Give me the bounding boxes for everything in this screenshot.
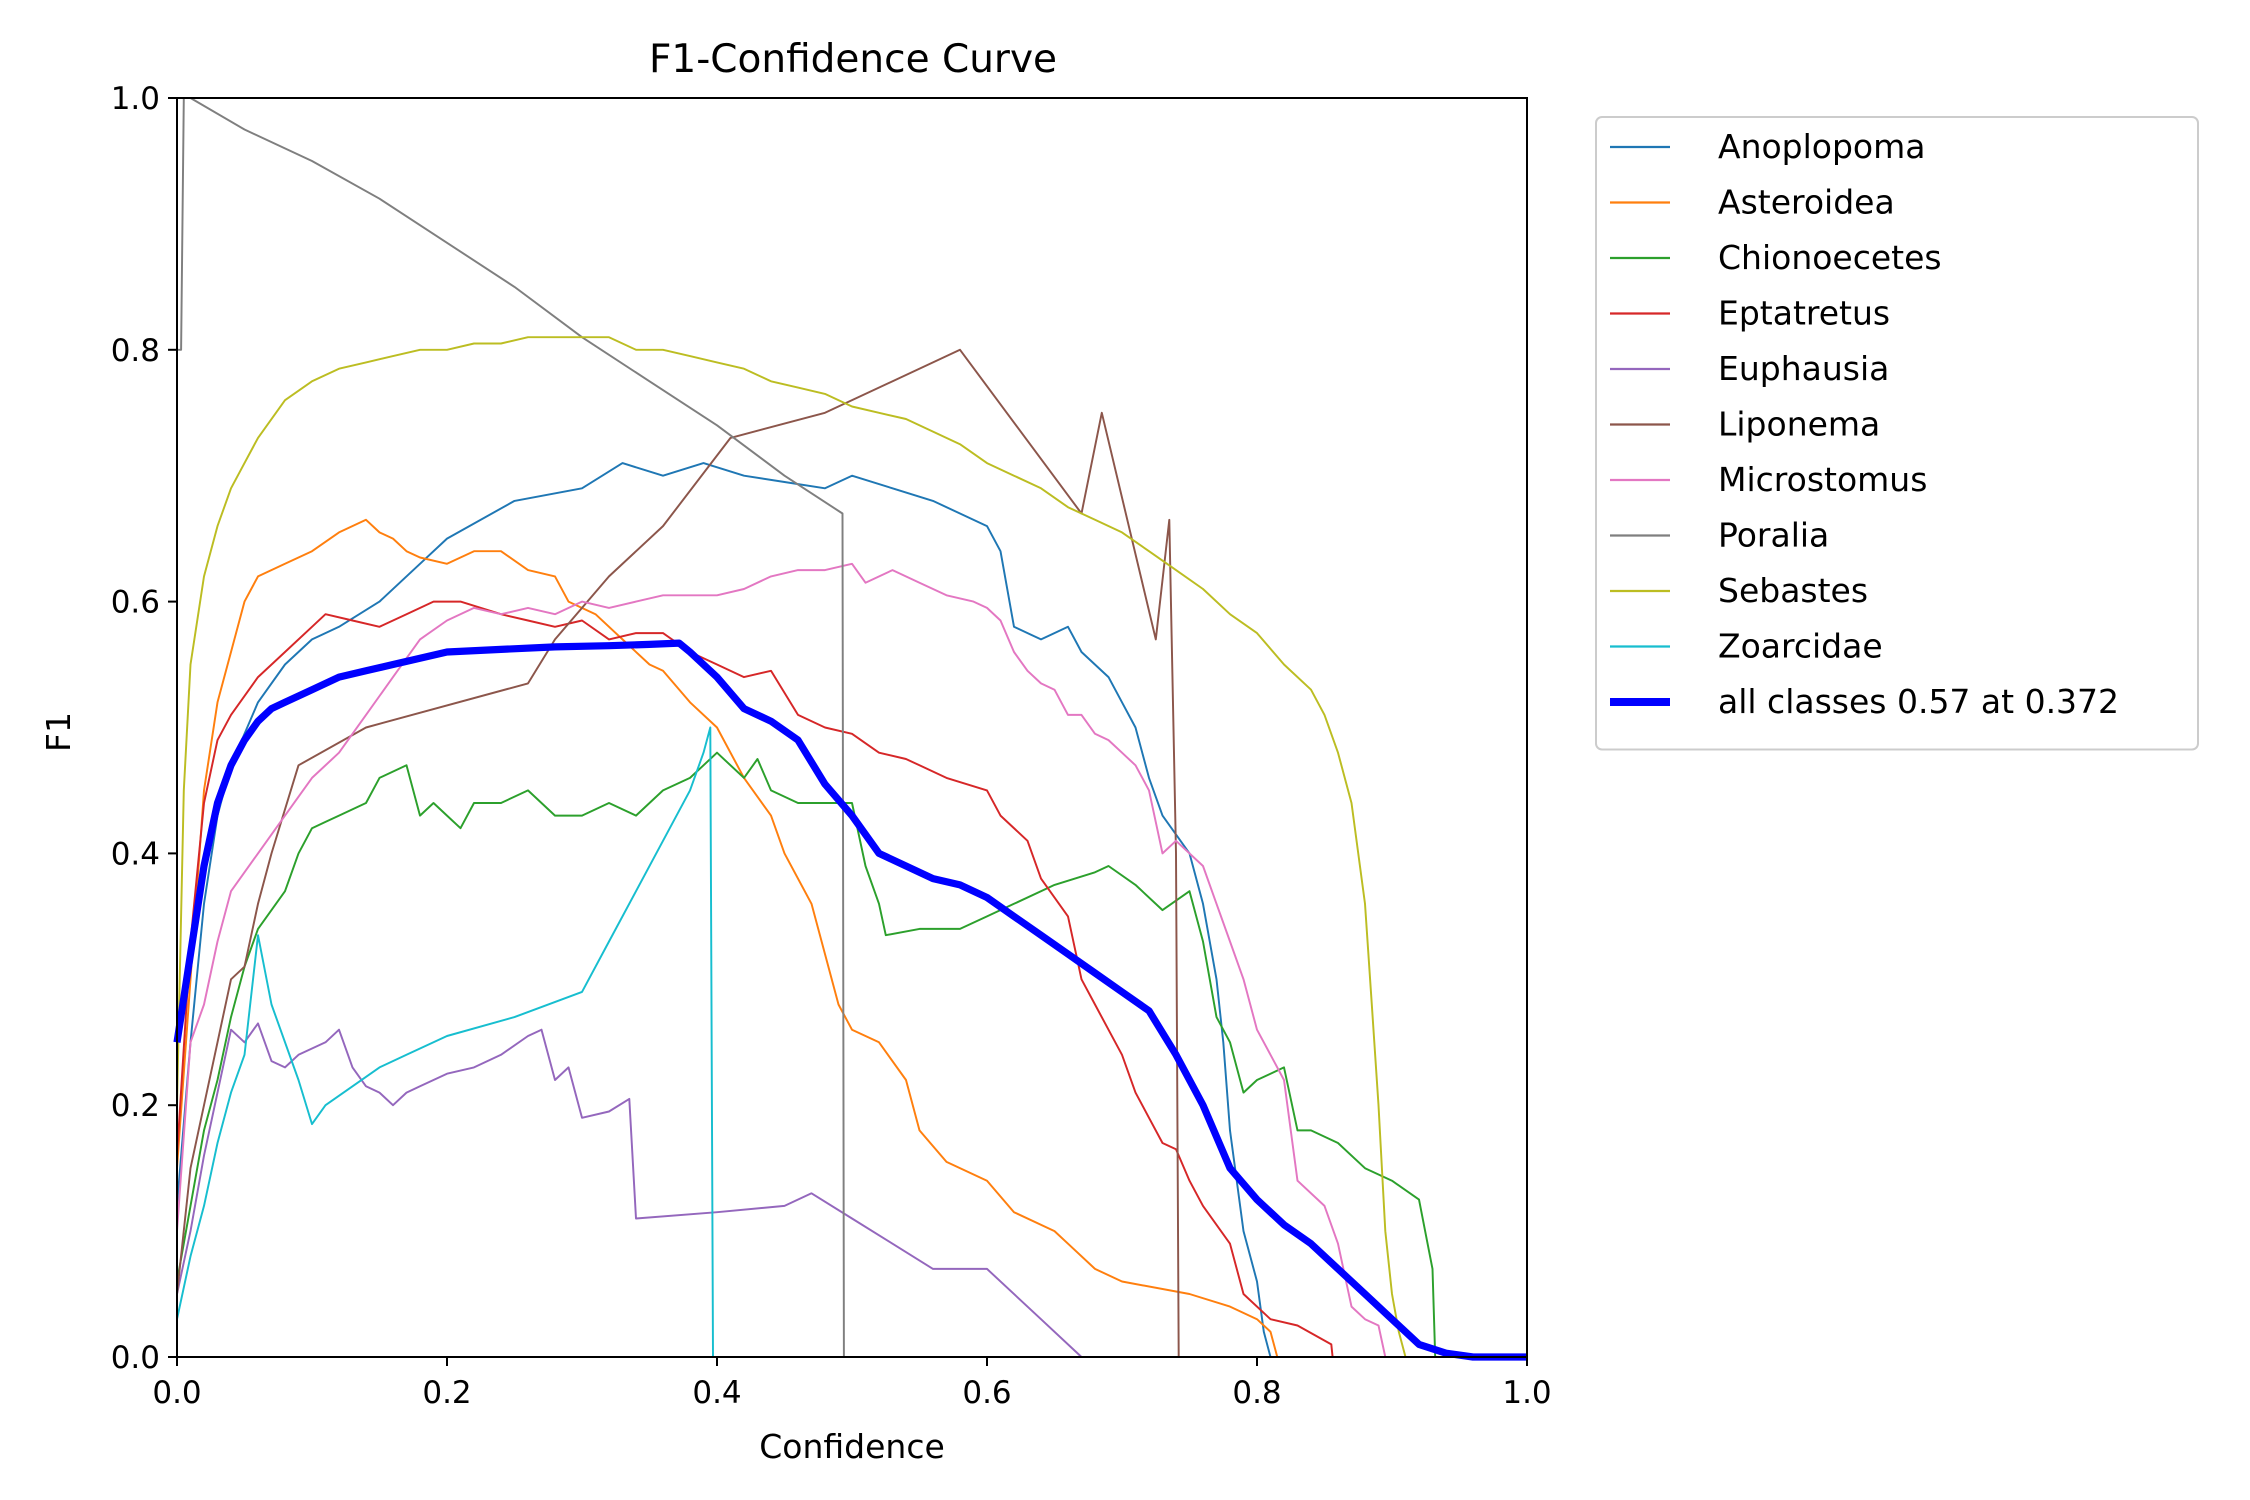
legend-box — [1595, 116, 2199, 751]
legend-label: Chionoecetes — [1718, 238, 1942, 277]
legend-label: Eptatretus — [1718, 294, 1890, 333]
plot-frame — [176, 97, 1528, 1358]
series-line-8 — [176, 336, 1527, 1358]
series-line-4 — [176, 1022, 1527, 1358]
x-tick-label: 0.0 — [152, 1375, 201, 1411]
x-tick-label: 0.8 — [1232, 1375, 1281, 1411]
series-line-10 — [173, 639, 1527, 1361]
y-tick-label: 1.0 — [111, 81, 160, 117]
x-axis-ticks: 0.0 0.2 0.4 0.6 0.8 1.0 — [152, 1357, 1552, 1411]
x-axis-label: Confidence — [759, 1427, 945, 1466]
x-tick-label: 0.6 — [962, 1375, 1011, 1411]
series-line-0 — [176, 462, 1527, 1358]
y-tick-label: 0.4 — [111, 836, 160, 872]
legend-label: Sebastes — [1718, 571, 1868, 610]
legend-label: Poralia — [1718, 516, 1829, 555]
series-line-9 — [176, 726, 1527, 1358]
legend-label: Anoplopoma — [1718, 127, 1926, 166]
legend-label: Microstomus — [1718, 460, 1927, 499]
legend-label: Euphausia — [1718, 349, 1889, 388]
x-tick-label: 0.2 — [422, 1375, 471, 1411]
y-axis-label: F1 — [39, 712, 78, 752]
y-axis-ticks: 0.0 0.2 0.4 0.6 0.8 1.0 — [111, 81, 177, 1376]
x-tick-label: 1.0 — [1502, 1375, 1551, 1411]
legend-label: Zoarcidae — [1718, 627, 1883, 666]
chart-title: F1-Confidence Curve — [649, 37, 1057, 82]
legend-label: all classes 0.57 at 0.372 — [1718, 682, 2119, 721]
series-line-2 — [176, 751, 1527, 1358]
x-tick-label: 0.4 — [692, 1375, 741, 1411]
y-tick-label: 0.0 — [111, 1340, 160, 1376]
series-line-1 — [176, 518, 1527, 1358]
legend-label: Liponema — [1718, 405, 1880, 444]
y-tick-label: 0.2 — [111, 1088, 160, 1124]
y-tick-label: 0.8 — [111, 333, 160, 369]
y-tick-label: 0.6 — [111, 585, 160, 621]
series-line-5 — [176, 348, 1527, 1358]
legend: Anoplopoma Asteroidea Chionoecetes Eptatret… — [1595, 116, 2199, 751]
legend-label: Asteroidea — [1718, 183, 1895, 222]
